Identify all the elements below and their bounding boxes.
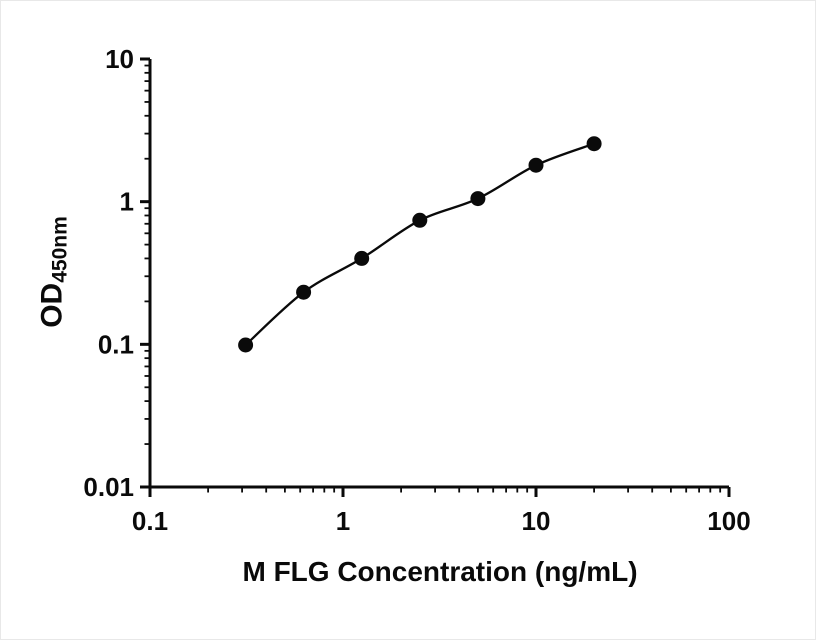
data-point-marker xyxy=(238,337,254,353)
data-point-marker xyxy=(528,157,544,173)
x-axis-title: M FLG Concentration (ng/mL) xyxy=(242,556,638,587)
x-tick-label: 100 xyxy=(707,506,750,536)
fit-curve xyxy=(244,142,596,347)
data-point-marker xyxy=(354,250,370,266)
y-axis-title: OD450nm xyxy=(36,216,73,328)
y-tick-label: 0.1 xyxy=(98,329,134,359)
data-point-marker xyxy=(586,136,602,152)
data-point-marker xyxy=(296,284,312,300)
x-tick-label: 0.1 xyxy=(132,506,168,536)
y-tick-label: 0.01 xyxy=(83,472,134,502)
x-tick-label: 1 xyxy=(336,506,350,536)
y-tick-label: 10 xyxy=(105,44,134,74)
y-tick-label: 1 xyxy=(120,187,134,217)
x-tick-label: 10 xyxy=(522,506,551,536)
y-axis-title-subscript: 450nm xyxy=(48,216,72,283)
data-point-marker xyxy=(470,191,486,207)
data-point-marker xyxy=(412,212,428,228)
y-axis-title-main: OD xyxy=(35,282,69,328)
